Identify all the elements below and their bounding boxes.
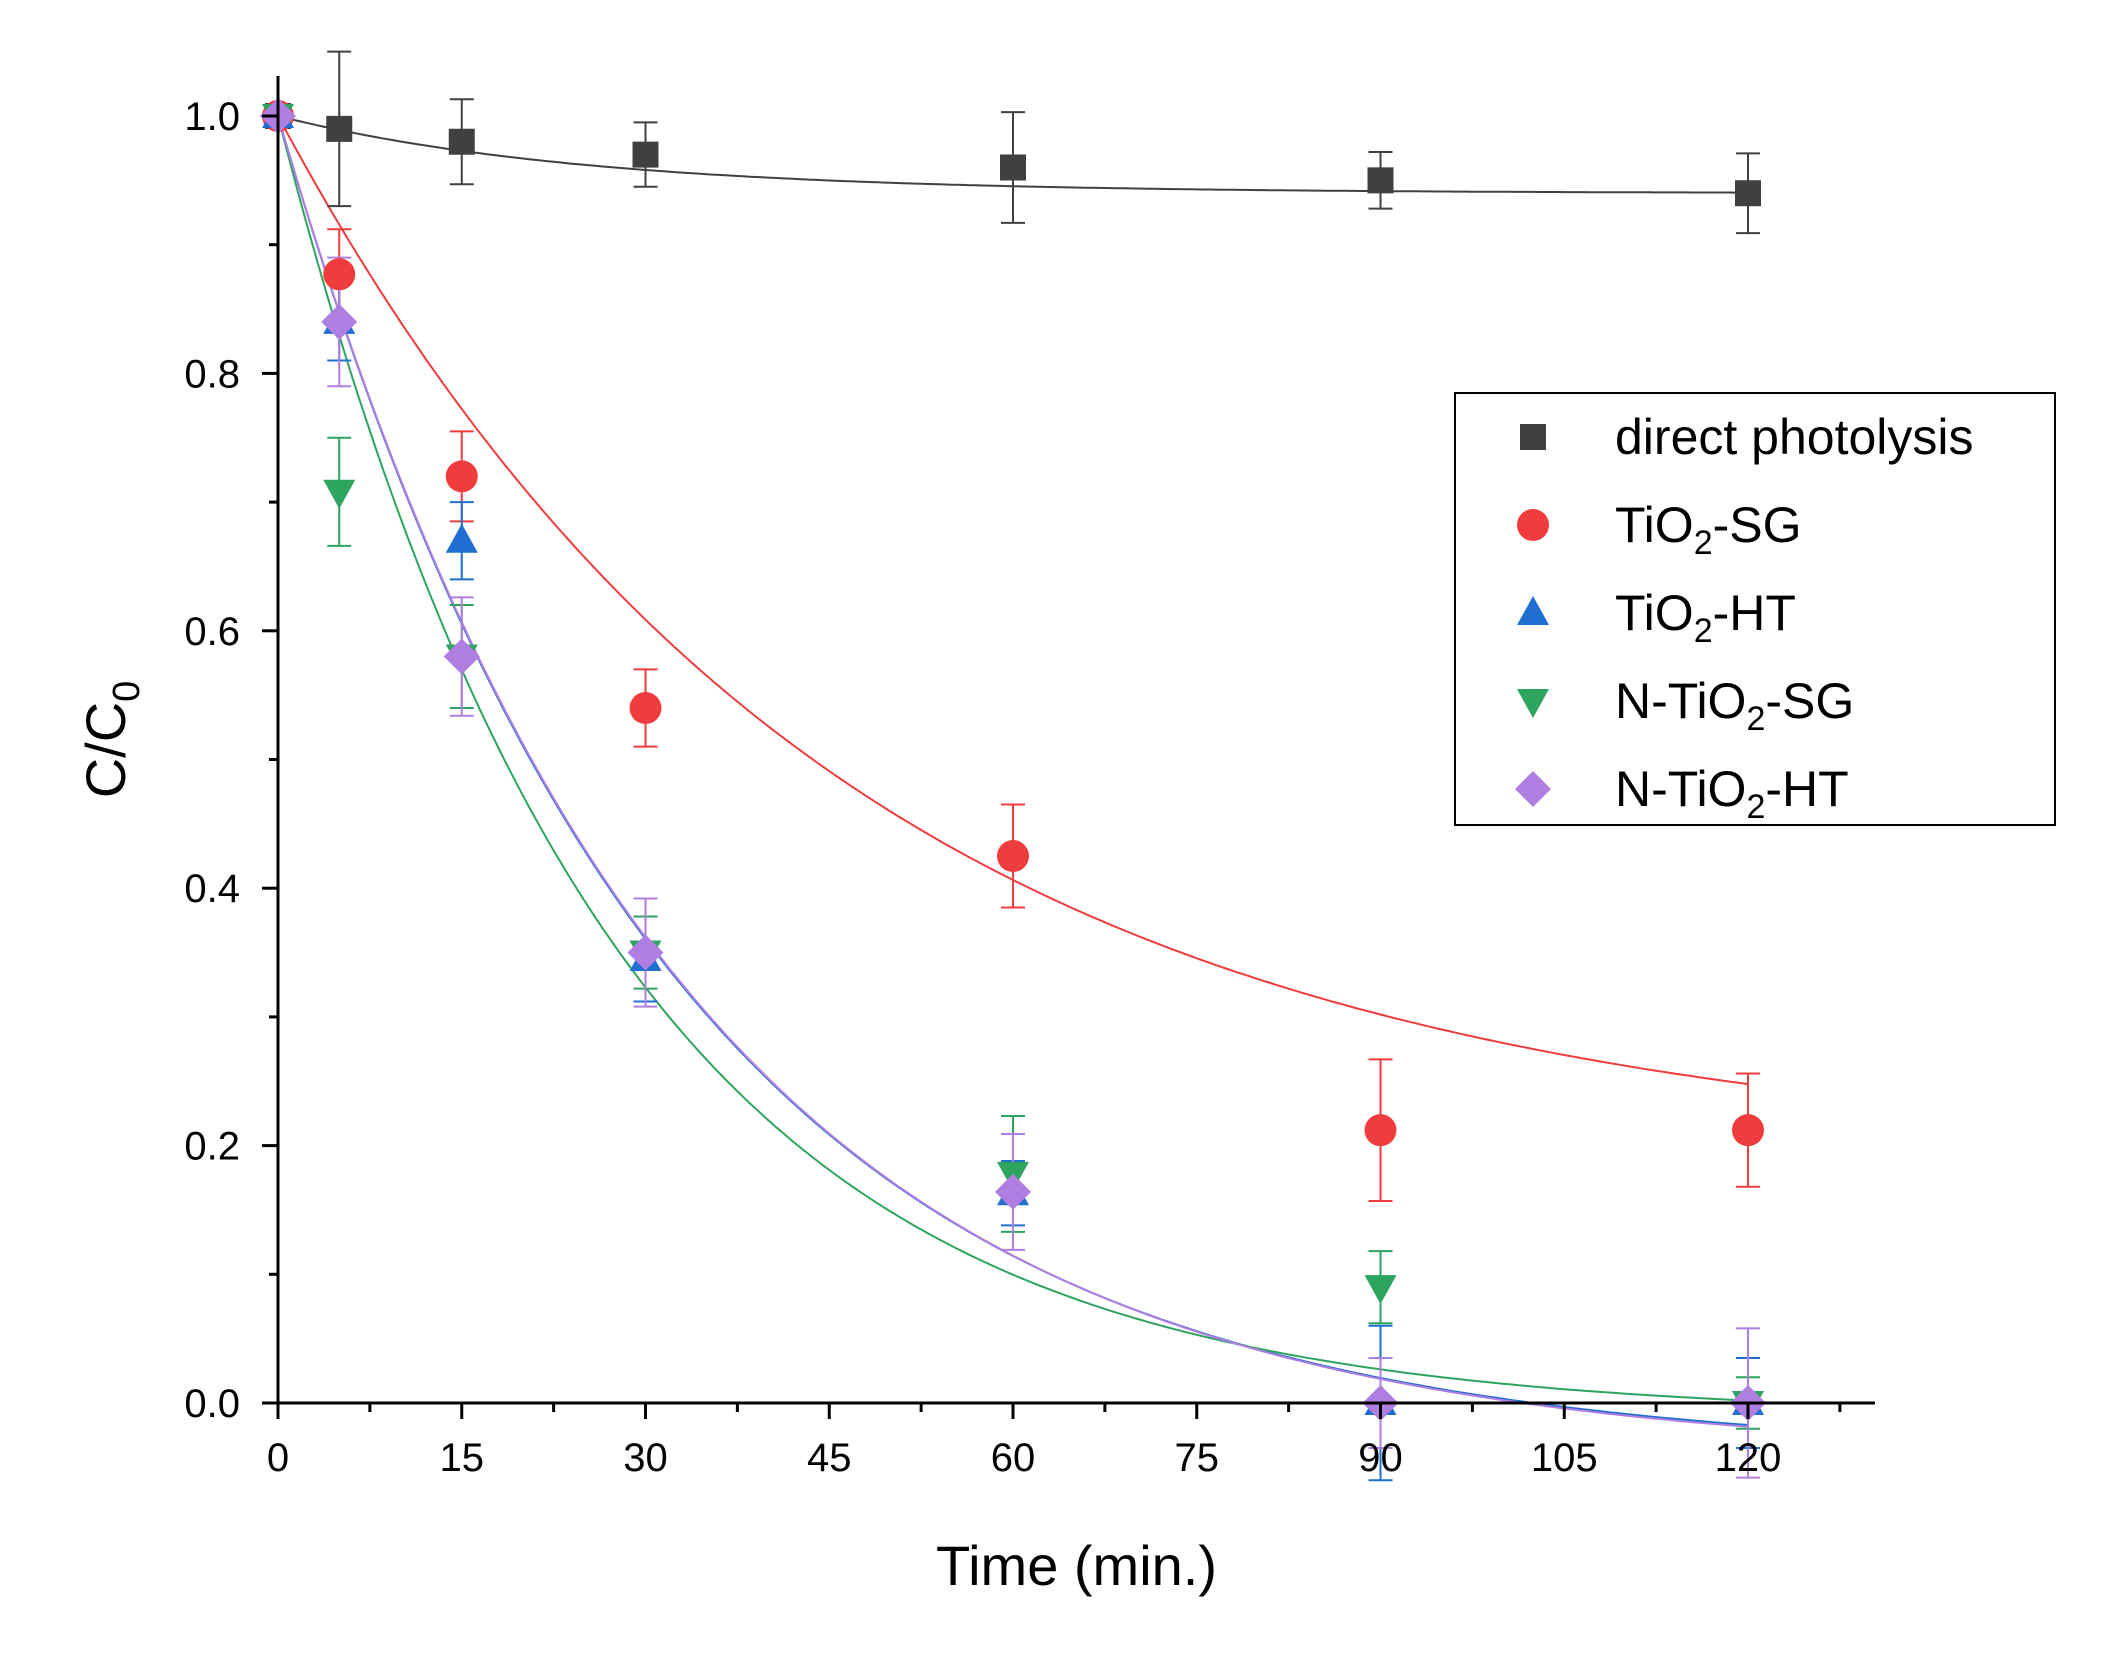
n-tio2-ht-point	[443, 638, 480, 675]
direct-photolysis-point	[1367, 167, 1394, 194]
ticks: 0 15 30 45 60 75 90 105 120 0.0 0.2 0.4 0.6 0.8 1.0	[184, 95, 1842, 1480]
x-tick-label: 60	[991, 1436, 1036, 1480]
y-tick-label: 0.8	[184, 352, 240, 396]
legend-marker-n-tio2-sg	[1517, 689, 1549, 718]
x-tick-label: 45	[807, 1436, 852, 1480]
x-tick-label: 75	[1175, 1436, 1220, 1480]
tio2-sg-point	[323, 258, 356, 291]
legend-marker-direct-photolysis	[1520, 424, 1546, 450]
y-tick-label: 1.0	[184, 95, 240, 139]
fit-curves-layer	[277, 115, 1749, 1428]
legend-marker-tio2-sg	[1517, 509, 1549, 541]
tio2-sg-point	[445, 460, 478, 493]
x-tick-label: 120	[1715, 1436, 1782, 1480]
legend-label-tio2-sg: TiO2-SG	[1615, 497, 1802, 562]
y-tick-label: 0.0	[184, 1382, 240, 1426]
direct-photolysis-point	[326, 115, 353, 142]
n-tio2-ht-point	[321, 303, 358, 340]
x-tick-label: 30	[623, 1436, 668, 1480]
n-tio2-sg-fit-curve	[277, 115, 1749, 1402]
legend-label-direct-photolysis: direct photolysis	[1615, 409, 1974, 465]
n-tio2-sg-point	[1364, 1275, 1397, 1305]
direct-photolysis-point	[448, 128, 475, 155]
y-tick-label: 0.6	[184, 610, 240, 654]
legend-label-tio2-ht: TiO2-HT	[1615, 585, 1796, 650]
legend: direct photolysis TiO2-SG TiO2-HT N-TiO2-SG…	[1454, 392, 2056, 826]
tio2-sg-point	[997, 840, 1029, 873]
x-tick-label: 105	[1531, 1436, 1598, 1480]
n-tio2-sg-point	[323, 479, 356, 509]
tio2-sg-point	[1732, 1114, 1764, 1147]
x-tick-label: 0	[267, 1436, 289, 1480]
legend-box	[1454, 392, 2056, 826]
x-axis-title: Time (min.)	[936, 1534, 1217, 1597]
y-axis-title: C/C0	[74, 681, 148, 799]
n-tio2-ht-fit-curve	[277, 115, 1749, 1428]
axis-titles: Time (min.) C/C0	[74, 681, 1217, 1597]
y-tick-label: 0.2	[184, 1125, 240, 1169]
x-tick-label: 90	[1358, 1436, 1403, 1480]
y-tick-label: 0.4	[184, 867, 240, 911]
legend-marker-tio2-ht	[1517, 596, 1549, 625]
legend-marker-n-tio2-ht	[1515, 771, 1551, 807]
x-tick-label: 15	[440, 1436, 485, 1480]
tio2-sg-point	[629, 692, 662, 725]
n-tio2-ht-point	[627, 934, 664, 971]
y-axis-title-subscript: 0	[106, 681, 148, 702]
direct-photolysis-point	[1000, 154, 1026, 181]
legend-label-n-tio2-sg: N-TiO2-SG	[1615, 673, 1854, 738]
direct-photolysis-point	[1735, 180, 1761, 207]
y-axis-title-main: C/C	[74, 702, 137, 798]
direct-photolysis-point	[632, 141, 659, 168]
tio2-ht-point	[445, 523, 478, 553]
tio2-sg-point	[1364, 1114, 1397, 1147]
n-tio2-ht-point	[995, 1173, 1031, 1210]
axes	[276, 76, 1875, 1405]
legend-label-n-tio2-ht: N-TiO2-HT	[1615, 761, 1849, 826]
